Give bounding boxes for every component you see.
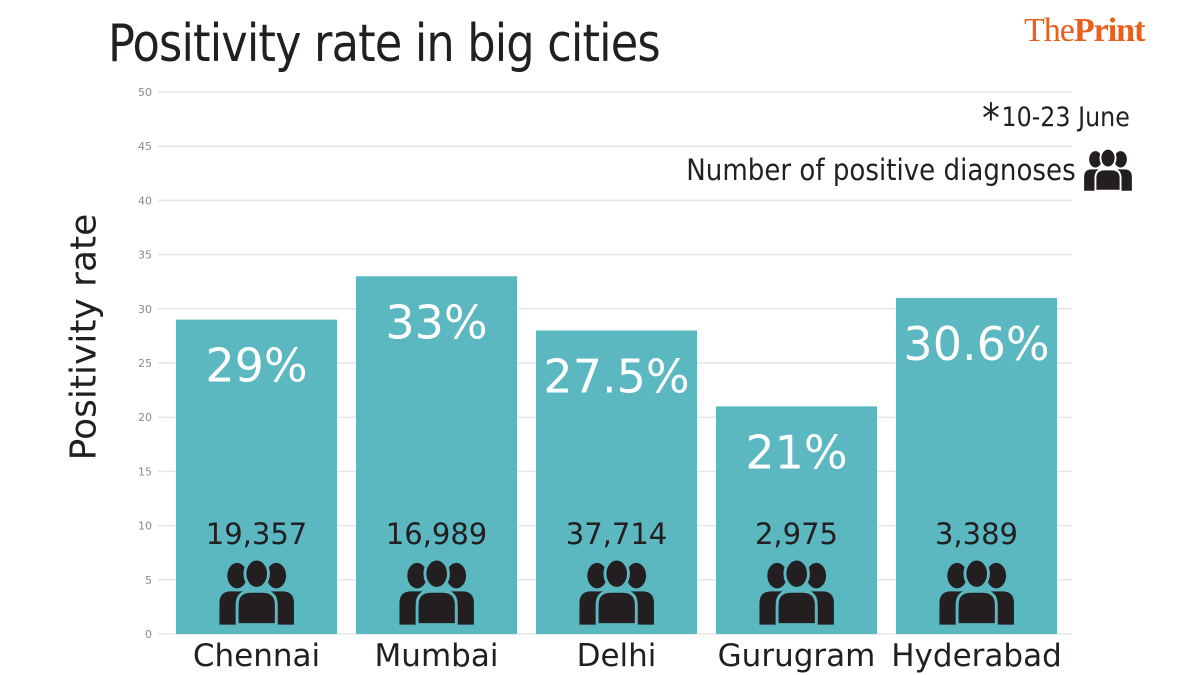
bars: 29% 19,357 Chennai 33% 16,989 Mumbai 27.5% 37,7… [176,276,1062,674]
bar-value-label: 27.5% [543,349,689,403]
x-category-label: Delhi [577,638,657,674]
x-category-label: Gurugram [718,638,876,674]
positive-diagnoses-count: 19,357 [206,517,307,551]
legend-label: Number of positive diagnoses [686,153,1076,187]
y-tick-label: 35 [138,249,152,262]
y-tick-label: 50 [138,86,152,99]
people-group-icon [399,557,474,627]
bar-value-label: 29% [205,339,307,393]
people-group-icon [939,557,1014,627]
bar-group-delhi: 27.5% 37,714 Delhi [536,330,697,674]
y-tick-label: 5 [145,574,152,587]
legend: Number of positive diagnoses [643,148,1134,192]
date-range-text: 10-23 June [1001,102,1130,133]
asterisk-icon: * [982,96,1000,142]
people-group-icon [759,557,834,627]
brand-logo: ThePrint [1024,12,1146,50]
y-tick-label: 20 [138,411,152,424]
bar-value-label: 30.6% [903,317,1049,371]
y-tick-label: 45 [138,140,152,153]
brand-logo-the: The [1024,12,1075,49]
brand-logo-print: Print [1073,12,1146,49]
y-tick-label: 10 [138,520,152,533]
x-category-label: Hyderabad [891,638,1062,674]
y-tick-label: 30 [138,303,152,316]
positive-diagnoses-count: 2,975 [755,517,838,551]
people-group-icon [1084,148,1132,192]
y-tick-label: 25 [138,357,152,370]
x-category-label: Mumbai [375,638,499,674]
y-tick-label: 40 [138,194,152,207]
positive-diagnoses-count: 37,714 [566,517,667,551]
y-tick-label: 15 [138,465,152,478]
people-group-icon [579,557,654,627]
positive-diagnoses-count: 3,389 [935,517,1018,551]
y-tick-label: 0 [145,628,152,641]
bar-group-chennai: 29% 19,357 Chennai [176,319,337,674]
bar-group-gurugram: 21% 2,975 Gurugram [716,406,877,674]
bar-value-label: 21% [745,425,847,479]
bar-value-label: 33% [385,295,487,349]
y-axis-ticks: 0 5 10 15 20 25 30 35 40 45 50 [138,86,152,641]
bar-group-mumbai: 33% 16,989 Mumbai [356,276,517,674]
date-range-note: *10-23 June [982,96,1130,142]
chart-title: Positivity rate in big cities [108,14,661,74]
people-group-icon [219,557,294,627]
x-category-label: Chennai [193,638,320,674]
bar-group-hyderabad: 30.6% 3,389 Hyderabad [891,297,1062,674]
positive-diagnoses-count: 16,989 [386,517,487,551]
